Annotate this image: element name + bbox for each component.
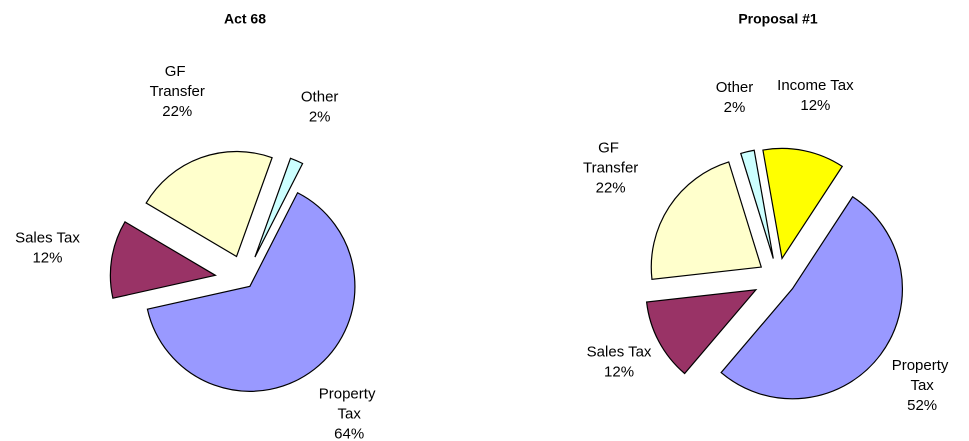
slice-value-label: 2%: [309, 108, 331, 125]
slice-label: GF Transfer: [583, 139, 638, 176]
slice-label: Sales Tax: [15, 230, 80, 247]
slice-value-label: 12%: [32, 250, 62, 267]
slice-value-label: 12%: [604, 363, 634, 380]
slice-label: Other: [301, 88, 339, 105]
slice-value-label: 2%: [724, 99, 746, 116]
pie-slice: [645, 288, 758, 375]
slice-value-label: 22%: [596, 179, 626, 196]
slice-label: Property Tax: [319, 385, 380, 422]
slice-value-label: 22%: [162, 103, 192, 120]
slice-value-label: 64%: [334, 425, 364, 441]
slice-value-label: 12%: [800, 97, 830, 114]
slice-label: GF Transfer: [150, 63, 205, 100]
pie-slice: [720, 195, 903, 400]
slice-label: Income Tax: [777, 77, 854, 94]
pie-slice: [650, 161, 763, 280]
slice-value-label: 52%: [907, 397, 937, 414]
pie-slice: [146, 191, 356, 392]
pie-slice: [740, 149, 774, 259]
slice-label: Sales Tax: [587, 343, 652, 360]
pie-slice: [145, 150, 273, 258]
chart-title: Proposal #1: [738, 11, 818, 27]
pie-slice: [109, 221, 217, 299]
chart-title: Act 68: [224, 11, 266, 27]
pie-slice: [254, 157, 304, 258]
pie-slice: [762, 147, 844, 261]
slice-label: Other: [716, 79, 754, 96]
slice-label: Property Tax: [892, 357, 953, 394]
